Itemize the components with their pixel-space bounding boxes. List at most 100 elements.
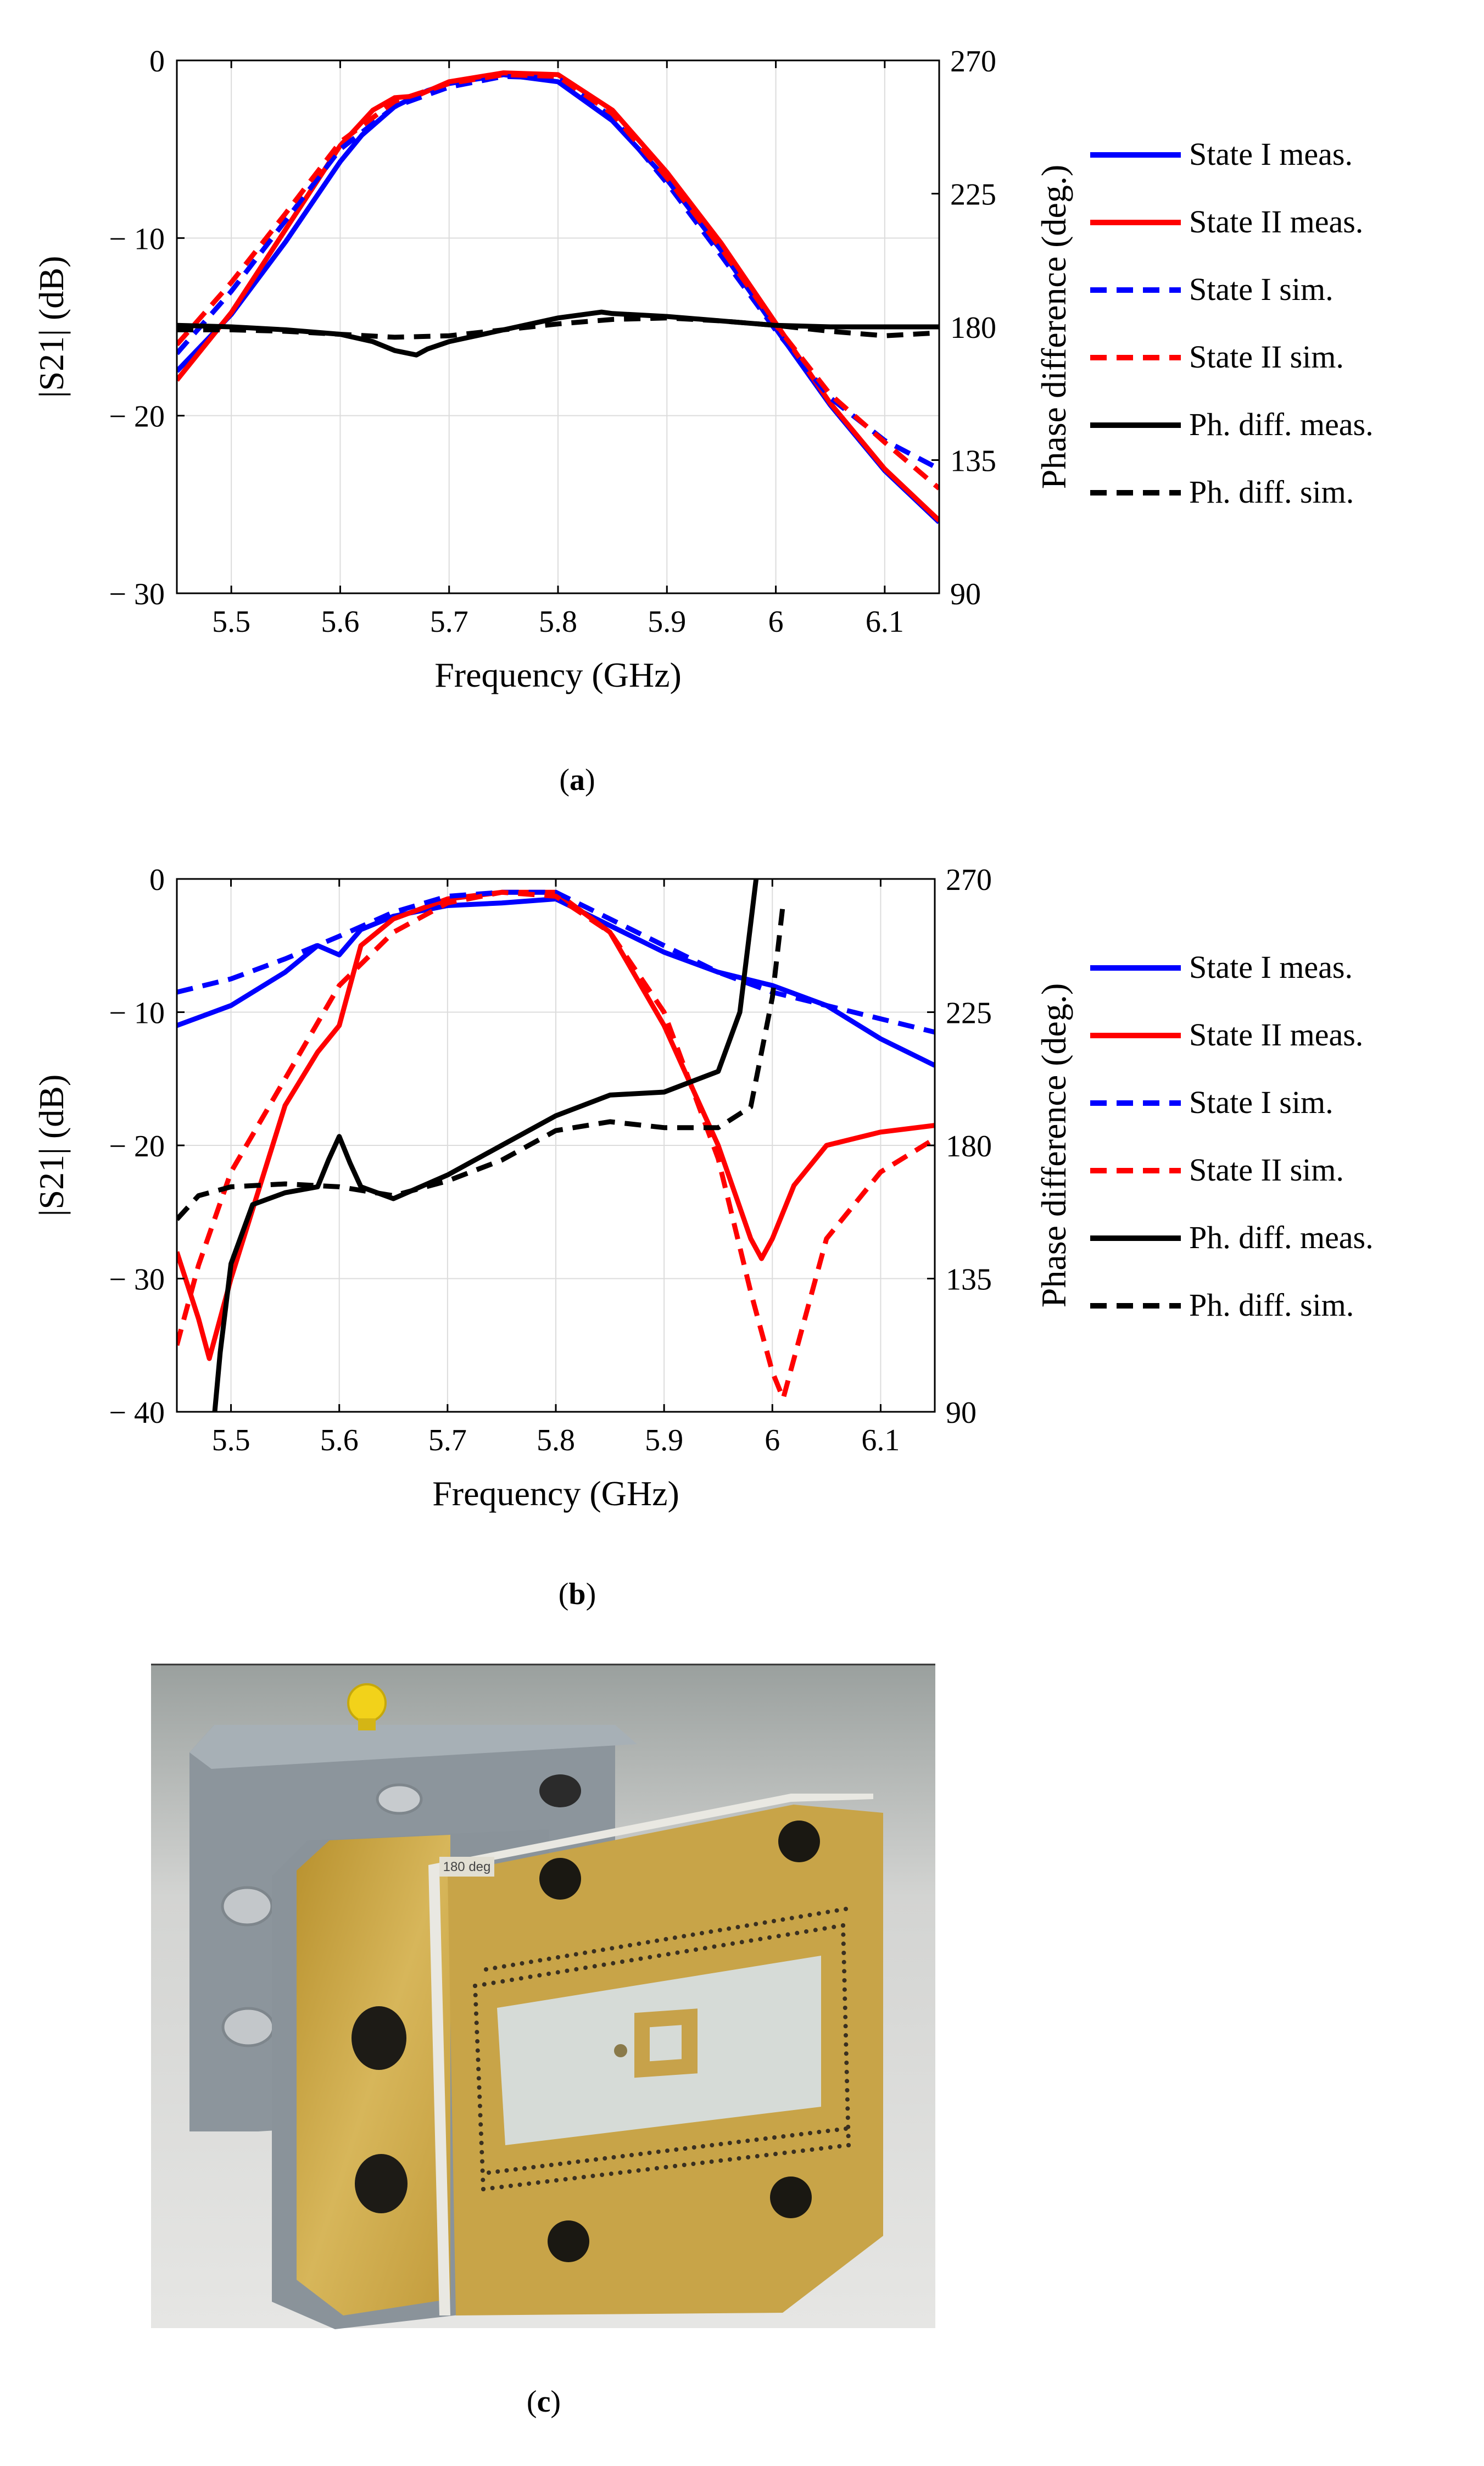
caption-a: (a)	[559, 763, 595, 797]
caption-c: (c)	[527, 2385, 561, 2419]
y-tick-label: − 30	[109, 1263, 165, 1297]
brass-hole-2	[355, 2154, 408, 2213]
via-dot	[735, 1925, 740, 1929]
via-dot	[799, 2132, 804, 2136]
via-dot	[477, 2085, 482, 2090]
via-dot	[476, 2076, 481, 2081]
brass-hole-1	[352, 2006, 406, 2070]
via-dot	[481, 2187, 486, 2191]
via-dot	[504, 2168, 509, 2173]
via-dot	[584, 2158, 589, 2163]
via-dot	[535, 2180, 540, 2185]
via-dot	[807, 1913, 812, 1917]
y2-tick-label: 180	[946, 1129, 992, 1164]
x-tick-label: 5.8	[537, 1423, 575, 1457]
via-dot	[473, 1992, 478, 1997]
via-dot	[648, 1955, 652, 1960]
x-axis-label: Frequency (GHz)	[432, 1474, 679, 1513]
y2-tick-label: 225	[946, 997, 992, 1031]
via-dot	[841, 1941, 846, 1946]
series-ph-diff-sim	[177, 902, 786, 1221]
via-dot	[590, 2174, 595, 2178]
series-ph-diff-sim	[177, 315, 939, 340]
via-dot	[844, 2051, 849, 2056]
via-dot	[817, 2130, 822, 2134]
legend: State I meas. State II meas. State I sim. S…	[1090, 949, 1374, 1323]
via-dot	[540, 2164, 545, 2168]
via-rows	[473, 1907, 851, 2191]
via-dot	[481, 2178, 486, 2183]
board-mounting-holes	[539, 1821, 820, 2262]
via-dot	[555, 1970, 560, 1975]
via-dot	[611, 1961, 616, 1966]
via-dot	[565, 1968, 570, 1973]
y2-tick-label: 270	[946, 863, 992, 897]
via-dot	[565, 1953, 570, 1958]
via-dot	[513, 2167, 518, 2172]
board-label: 180 deg	[443, 1860, 491, 1874]
prototype-photo: 180 deg	[151, 1663, 935, 2329]
y2-tick-label: 225	[950, 178, 996, 212]
via-dot	[478, 2113, 483, 2118]
via-dot	[545, 2179, 550, 2184]
via-dot	[834, 2128, 839, 2132]
via-dot	[684, 1949, 689, 1953]
legend-label: State II meas.	[1189, 1017, 1363, 1053]
via-dot	[510, 1978, 514, 1982]
knob-stem	[358, 1718, 376, 1730]
via-dot	[737, 2156, 741, 2161]
via-dot	[800, 2148, 805, 2153]
via-dot	[528, 1960, 533, 1964]
via-dot	[583, 1950, 588, 1955]
via-dot	[478, 2131, 483, 2136]
via-dot	[645, 1940, 650, 1945]
via-dot	[772, 1919, 776, 1923]
via-dot	[842, 1969, 847, 1974]
y-tick-label: − 20	[109, 1129, 165, 1164]
via-dot	[843, 2014, 848, 2019]
via-dot	[663, 2165, 668, 2169]
via-dot	[675, 1950, 680, 1955]
legend-label: Ph. diff. sim.	[1189, 1287, 1354, 1323]
via-dot	[475, 2030, 479, 2035]
via-dot	[508, 2184, 513, 2188]
via-dot	[629, 2153, 634, 2157]
y-axis-label: |S21| (dB)	[32, 1075, 71, 1217]
via-dot	[618, 2170, 623, 2175]
via-dot	[709, 2159, 714, 2164]
via-dot	[841, 1923, 845, 1928]
via-dot	[845, 2097, 850, 2102]
via-dot	[636, 2168, 641, 2173]
via-dot	[602, 2156, 607, 2161]
via-dot	[712, 1944, 717, 1949]
via-dot	[628, 1943, 632, 1947]
via-dot	[844, 2061, 849, 2065]
x-tick-label: 6.1	[861, 1423, 900, 1457]
via-dot	[487, 2170, 491, 2175]
via-dot	[477, 2094, 482, 2099]
via-dot	[627, 2169, 632, 2174]
via-dot	[842, 1987, 847, 1992]
y2-axis-label: Phase difference (deg.)	[1034, 983, 1073, 1308]
via-dot	[845, 2088, 850, 2092]
via-dot	[804, 1929, 808, 1934]
via-dot	[846, 2134, 851, 2139]
series-group	[177, 70, 939, 524]
via-dot	[700, 2161, 705, 2165]
via-dot	[549, 2163, 554, 2167]
via-dot	[473, 1984, 477, 1988]
y-tick-label: − 20	[109, 400, 165, 434]
via-dot	[491, 1980, 496, 1985]
via-dot	[767, 1935, 772, 1940]
via-dot	[690, 1932, 695, 1937]
via-dot	[744, 1923, 749, 1928]
via-dot	[730, 1941, 735, 1946]
via-dot	[718, 2158, 723, 2163]
x-axis-label: Frequency (GHz)	[434, 655, 682, 694]
via-dot	[517, 2183, 522, 2187]
via-dot	[531, 2165, 536, 2169]
board-label-box	[439, 1857, 494, 1877]
via-dot	[844, 1907, 848, 1911]
via-dot	[708, 1929, 713, 1934]
via-dot	[737, 2140, 741, 2144]
